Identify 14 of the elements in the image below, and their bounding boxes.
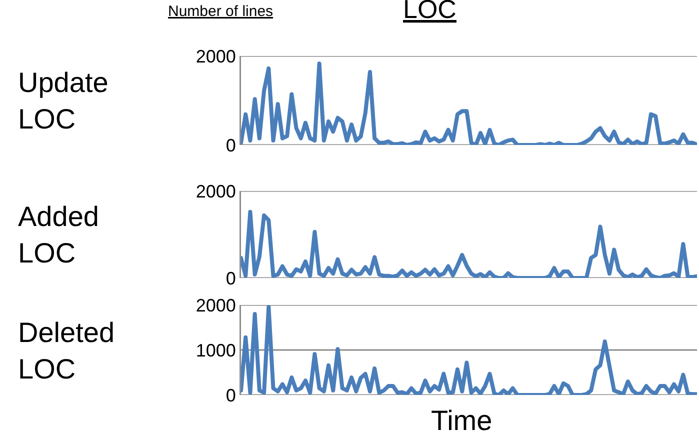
y-tick-label: 2000 xyxy=(196,46,236,66)
chart-title: LOC xyxy=(403,0,456,24)
y-tick-label: 2000 xyxy=(196,181,236,202)
y-axis-title: Update LOC xyxy=(18,67,108,134)
text: Number of lines xyxy=(168,3,274,20)
y-tick-label: 0 xyxy=(226,268,236,288)
y-tick-label: 0 xyxy=(226,135,236,156)
y-tick-label: 0 xyxy=(226,385,236,406)
y-tick-label: 2000 xyxy=(196,295,236,316)
y-axis-title: Deleted LOC xyxy=(18,317,115,384)
y-axis-title: Added LOC xyxy=(18,201,99,268)
line-series xyxy=(241,305,697,395)
x-axis-title: Time xyxy=(431,405,492,435)
y-tick-label: 1000 xyxy=(196,340,236,360)
